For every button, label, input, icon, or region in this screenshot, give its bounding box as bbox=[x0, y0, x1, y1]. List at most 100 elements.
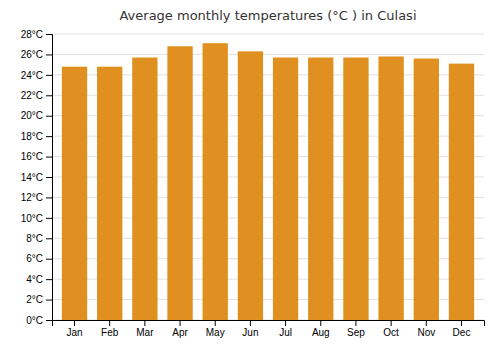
tick: 16°C bbox=[21, 151, 52, 162]
tick-label: Mar bbox=[136, 327, 154, 338]
grid-line bbox=[52, 54, 484, 55]
bar bbox=[167, 46, 192, 320]
tick-label: 24°C bbox=[21, 70, 43, 81]
tick-mark bbox=[46, 34, 52, 35]
tick: Mar bbox=[136, 320, 154, 338]
tick: May bbox=[206, 320, 225, 338]
tick-mark bbox=[180, 320, 181, 326]
bar bbox=[414, 59, 439, 320]
tick-label: 10°C bbox=[21, 213, 43, 224]
tick-label: 28°C bbox=[21, 29, 43, 40]
tick: 6°C bbox=[26, 253, 52, 264]
bar bbox=[343, 57, 368, 320]
tick: Oct bbox=[383, 320, 399, 338]
tick-mark bbox=[215, 320, 216, 326]
tick-mark bbox=[46, 75, 52, 76]
x-axis: Jan Feb Mar Apr May Jun Jul Aug Sep Oct Nov Dec bbox=[53, 320, 485, 338]
bar bbox=[203, 43, 228, 320]
tick-mark bbox=[46, 279, 52, 280]
tick: 10°C bbox=[21, 213, 52, 224]
tick: 24°C bbox=[21, 70, 52, 81]
tick-label: Sep bbox=[347, 327, 365, 338]
tick-mark bbox=[46, 177, 52, 178]
tick-label: 20°C bbox=[21, 110, 43, 121]
chart: Jan Feb Mar Apr May Jun Jul Aug Sep Oct Nov Dec 0°C 2… bbox=[0, 0, 500, 350]
tick-label: Feb bbox=[101, 327, 119, 338]
tick-mark bbox=[46, 218, 52, 219]
tick: 8°C bbox=[26, 233, 52, 244]
tick-label: 14°C bbox=[21, 172, 43, 183]
tick: Sep bbox=[347, 320, 365, 338]
tick-label: Oct bbox=[383, 327, 399, 338]
grid bbox=[52, 34, 484, 320]
tick-mark bbox=[320, 320, 321, 326]
bar bbox=[238, 51, 263, 320]
tick-mark bbox=[355, 320, 356, 326]
tick-mark bbox=[46, 157, 52, 158]
tick-label: 26°C bbox=[21, 49, 43, 60]
bar bbox=[378, 56, 403, 320]
tick-mark bbox=[144, 320, 145, 326]
tick: 12°C bbox=[21, 192, 52, 203]
tick-mark bbox=[285, 320, 286, 326]
tick-label: 4°C bbox=[26, 274, 43, 285]
tick-mark bbox=[46, 300, 52, 301]
tick: 4°C bbox=[26, 274, 52, 285]
grid-line bbox=[52, 34, 484, 35]
tick-label: 2°C bbox=[26, 294, 43, 305]
bar bbox=[97, 67, 122, 320]
tick: Jun bbox=[242, 320, 258, 338]
bar bbox=[308, 57, 333, 320]
tick-mark bbox=[391, 320, 392, 326]
tick-mark bbox=[46, 116, 52, 117]
tick: 28°C bbox=[21, 29, 52, 40]
tick-label: 18°C bbox=[21, 131, 43, 142]
axis-line bbox=[46, 35, 53, 321]
tick-mark bbox=[46, 54, 52, 55]
tick-label: Aug bbox=[312, 327, 330, 338]
y-axis: 0°C 2°C 4°C 6°C 8°C 10°C 12°C 14°C 16°C 18°C 20°C 2… bbox=[21, 29, 53, 326]
tick: Dec bbox=[453, 320, 471, 338]
bar bbox=[273, 57, 298, 320]
tick: 20°C bbox=[21, 110, 52, 121]
tick-mark bbox=[46, 95, 52, 96]
tick-mark bbox=[250, 320, 251, 326]
tick-label: 0°C bbox=[26, 315, 43, 326]
axis-line bbox=[53, 321, 485, 327]
tick-mark bbox=[46, 238, 52, 239]
tick-label: May bbox=[206, 327, 225, 338]
tick: 18°C bbox=[21, 131, 52, 142]
tick-label: Jan bbox=[66, 327, 82, 338]
tick: Feb bbox=[101, 320, 119, 338]
tick-label: 22°C bbox=[21, 90, 43, 101]
tick: 14°C bbox=[21, 172, 52, 183]
bar bbox=[449, 64, 474, 320]
title: Average monthly temperatures (°C ) in Cu… bbox=[119, 8, 416, 23]
tick: Nov bbox=[417, 320, 435, 338]
tick-label: Jun bbox=[242, 327, 258, 338]
bar bbox=[132, 57, 157, 320]
bars bbox=[62, 43, 474, 320]
tick-mark bbox=[426, 320, 427, 326]
tick-mark bbox=[461, 320, 462, 326]
tick: Jan bbox=[66, 320, 82, 338]
tick-label: 12°C bbox=[21, 192, 43, 203]
tick: Aug bbox=[312, 320, 330, 338]
tick-label: Dec bbox=[453, 327, 471, 338]
tick-label: 6°C bbox=[26, 253, 43, 264]
tick-mark bbox=[46, 320, 52, 321]
tick-mark bbox=[74, 320, 75, 326]
tick-mark bbox=[46, 259, 52, 260]
tick: 26°C bbox=[21, 49, 52, 60]
tick: Jul bbox=[279, 320, 292, 338]
tick: 2°C bbox=[26, 294, 52, 305]
tick: 22°C bbox=[21, 90, 52, 101]
tick-label: Jul bbox=[279, 327, 292, 338]
tick-mark bbox=[46, 197, 52, 198]
bar bbox=[62, 67, 87, 320]
tick-label: 8°C bbox=[26, 233, 43, 244]
tick-label: Apr bbox=[172, 327, 188, 338]
tick-label: 16°C bbox=[21, 151, 43, 162]
tick-mark bbox=[46, 136, 52, 137]
tick: Apr bbox=[172, 320, 188, 338]
